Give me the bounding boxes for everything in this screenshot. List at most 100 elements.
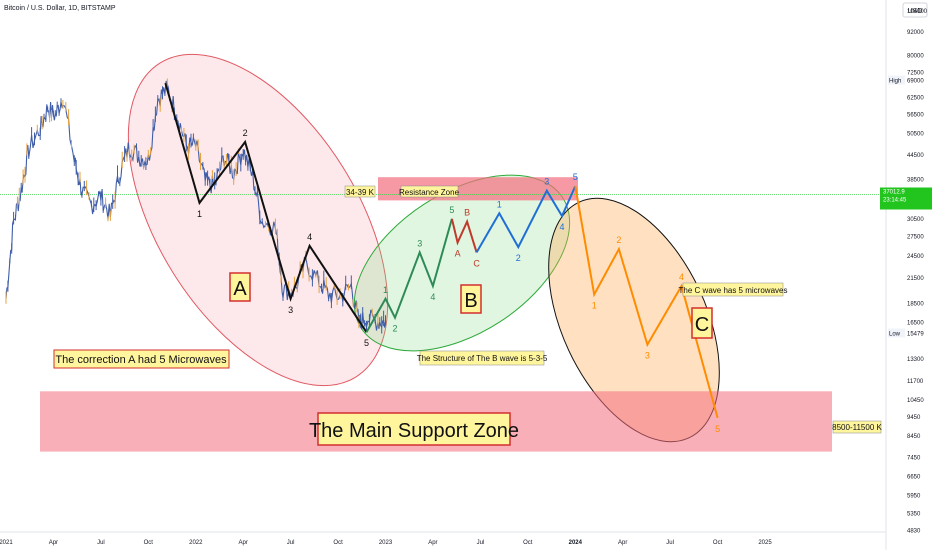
price-tick-label: 72500 <box>907 70 924 76</box>
price-tick-label: 27500 <box>907 234 924 240</box>
wave-count-label: 5 <box>715 424 720 434</box>
price-tick-label: 21500 <box>907 276 924 282</box>
wave-count-label: A <box>455 249 461 259</box>
time-tick-label: Oct <box>333 540 343 546</box>
price-tick-label: 9450 <box>907 415 921 421</box>
structure-b-note: The Structure of The B wave is 5-3-5 <box>417 350 548 366</box>
price-tick-label: 16500 <box>907 321 924 327</box>
price-tick-label: 11700 <box>907 379 924 385</box>
resistance-zone-label-box: Resistance Zone <box>399 185 460 198</box>
time-tick-label: Jul <box>477 540 485 546</box>
price-tick-label: 13300 <box>907 357 924 363</box>
price-tick-label: 30500 <box>907 217 924 223</box>
price-tick-label: 92000 <box>907 30 924 36</box>
time-tick-label: Apr <box>239 540 248 546</box>
price-tick-label: 56500 <box>907 113 924 119</box>
price-tick-label: 50500 <box>907 132 924 138</box>
chart-title: Bitcoin / U.S. Dollar, 1D, BITSTAMP <box>4 5 116 12</box>
wave-b-corrective-path <box>450 218 478 253</box>
time-tick-label: Apr <box>618 540 627 546</box>
wave-c-letter-box: C <box>691 307 713 339</box>
low-marker: Low 15479 <box>888 328 924 338</box>
resistance-zone-side-box: 34-39 K <box>344 185 376 198</box>
time-tick-label: 2021 <box>0 540 13 546</box>
time-tick-label: Apr <box>49 540 58 546</box>
price-tick-label: 4830 <box>907 529 921 535</box>
price-tick-label: 5950 <box>907 493 921 499</box>
wave-count-label: 3 <box>417 238 422 248</box>
wave-b-impulse-path <box>365 218 453 333</box>
support-zone-side-box: 8500-11500 K <box>832 420 883 434</box>
price-tick-label: 62500 <box>907 95 924 101</box>
time-tick-label: Jul <box>666 540 674 546</box>
resistance-zone-side-label: 34-39 K <box>346 188 375 197</box>
wave-count-label: 5 <box>364 338 369 348</box>
price-axis-labels: 104000 92000 80000 72500 62500 56500 50500 4450… <box>907 9 928 534</box>
price-tick-label: 80000 <box>907 54 924 60</box>
wave-count-label: 1 <box>497 199 502 209</box>
wave-c-letter: C <box>695 314 709 336</box>
svg-text:High: High <box>889 79 901 85</box>
wave-count-label: 4 <box>430 292 435 302</box>
price-tick-label: 38500 <box>907 177 924 183</box>
currency-button[interactable]: USD <box>902 2 928 18</box>
c-wave-note: The C wave has 5 microwaves <box>679 282 788 297</box>
wave-count-label: 2 <box>243 128 248 138</box>
price-tick-label: 5350 <box>907 511 921 517</box>
support-zone-side-label: 8500-11500 K <box>832 423 882 432</box>
wave-count-label: C <box>473 258 480 268</box>
svg-text:23:14:45: 23:14:45 <box>883 198 907 204</box>
wave-a-letter: A <box>233 278 247 300</box>
wave-count-label: 4 <box>559 222 564 232</box>
price-tick-label: 24500 <box>907 254 924 260</box>
time-axis-labels: 2021 Apr Jul Oct 2022 Apr Jul Oct 2023 Apr Jul Oct 2… <box>0 540 772 546</box>
svg-text:69000: 69000 <box>907 79 924 85</box>
wave-count-label: 3 <box>544 177 549 187</box>
svg-text:15479: 15479 <box>907 332 924 338</box>
support-zone-label: The Main Support Zone <box>309 420 519 442</box>
wave-count-label: 1 <box>197 209 202 219</box>
wave-b-letter: B <box>464 290 477 312</box>
support-zone-label-box: The Main Support Zone <box>309 412 519 446</box>
wave-count-label: 4 <box>307 232 312 242</box>
wave-count-label: 2 <box>616 235 621 245</box>
time-tick-label: Oct <box>523 540 533 546</box>
wave-count-label: 5 <box>573 172 578 182</box>
time-tick-label: Apr <box>428 540 437 546</box>
price-tick-label: 8450 <box>907 434 921 440</box>
current-price-badge: 37012.9 23:14:45 <box>880 187 932 210</box>
price-tick-label: 44500 <box>907 153 924 159</box>
high-marker: High 69000 <box>888 75 924 85</box>
resistance-zone-label: Resistance Zone <box>399 188 460 197</box>
time-tick-label: Oct <box>144 540 154 546</box>
time-tick-label: 2025 <box>758 540 772 546</box>
time-tick-label: Jul <box>287 540 295 546</box>
wave-b-final-path <box>475 185 577 253</box>
wave-a-path <box>164 82 368 333</box>
time-tick-label: 2023 <box>379 540 393 546</box>
price-tick-label: 10450 <box>907 398 924 404</box>
svg-text:The Structure of The B wave is: The Structure of The B wave is 5-3-5 <box>417 354 548 363</box>
correction-a-note: The correction A had 5 Microwaves <box>53 349 230 369</box>
time-tick-label: 2024 <box>569 540 583 546</box>
time-tick-label: Oct <box>713 540 723 546</box>
time-tick-label: Jul <box>97 540 105 546</box>
wave-count-label: 3 <box>645 351 650 361</box>
time-tick-label: 2022 <box>189 540 203 546</box>
svg-text:The C wave has 5 microwaves: The C wave has 5 microwaves <box>679 286 788 295</box>
wave-count-label: 3 <box>288 305 293 315</box>
price-tick-label: 104000 <box>907 9 928 15</box>
svg-text:USD: USD <box>908 8 923 15</box>
wave-count-label: 2 <box>516 253 521 263</box>
wave-count-label: 1 <box>592 301 597 311</box>
wave-c-path <box>574 185 719 419</box>
wave-a-letter-box: A <box>229 272 251 302</box>
svg-text:37012.9: 37012.9 <box>883 190 905 196</box>
svg-text:Low: Low <box>889 332 901 338</box>
price-tick-label: 6650 <box>907 475 921 481</box>
wave-count-label: 2 <box>392 324 397 334</box>
wave-count-label: 4 <box>679 272 684 282</box>
wave-count-label: 1 <box>383 285 388 295</box>
